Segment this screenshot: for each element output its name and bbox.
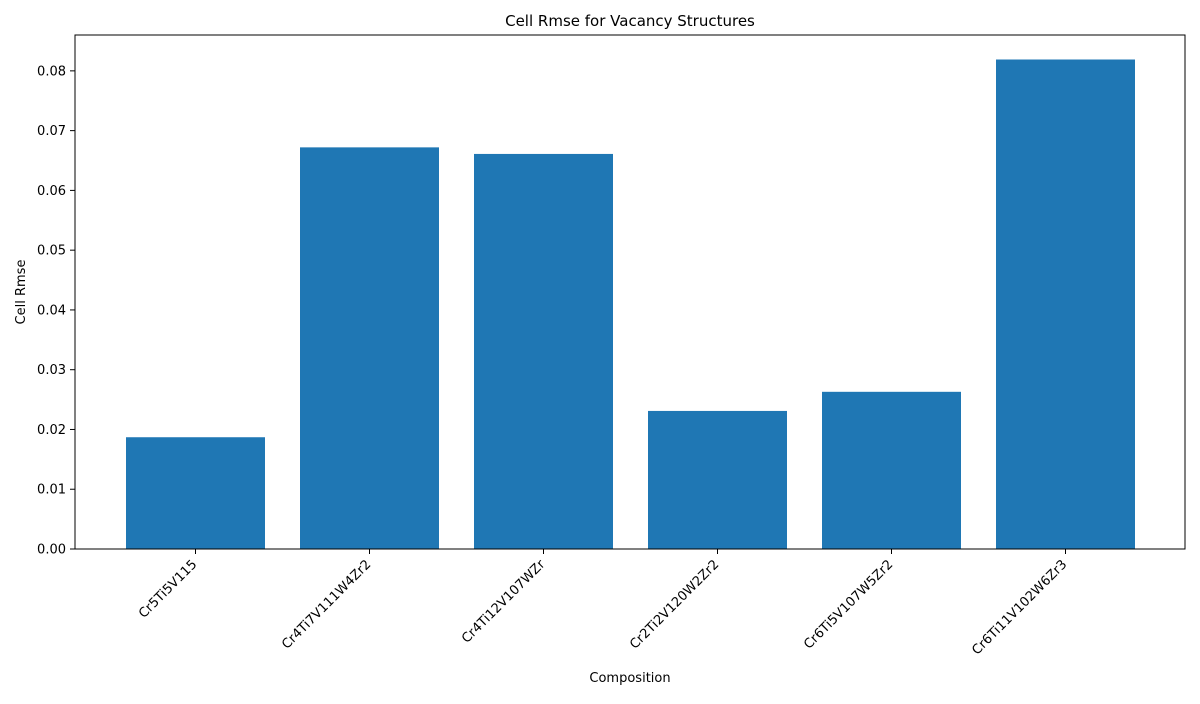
bar-4 (822, 391, 961, 549)
x-tick-label: Cr4Ti12V107WZr (459, 557, 549, 647)
plot-frame (74, 34, 1186, 550)
chart-title: Cell Rmse for Vacancy Structures (505, 12, 755, 30)
x-tick-label: Cr4Ti7V111W4Zr2 (279, 557, 374, 652)
bars-group (126, 59, 1135, 550)
x-axis: Cr5Ti5V115 Cr4Ti7V111W4Zr2 Cr4Ti12V107WZr C… (136, 549, 1070, 658)
y-tick-label: 0.05 (37, 244, 66, 259)
y-axis: 0.00 0.01 0.02 0.03 0.04 0.05 0.06 0.07 0.08 (37, 64, 75, 558)
y-tick-label: 0.06 (37, 184, 66, 199)
x-axis-label: Composition (589, 671, 670, 686)
x-tick-label: Cr2Ti2V120W2Zr2 (627, 557, 722, 652)
bar-1 (300, 147, 439, 549)
bar-2 (474, 153, 613, 550)
bar-0 (126, 437, 265, 549)
y-tick-label: 0.04 (37, 303, 66, 318)
y-tick-label: 0.00 (37, 543, 66, 558)
y-tick-label: 0.07 (37, 124, 66, 139)
x-tick-label: Cr5Ti5V115 (136, 557, 200, 621)
x-tick-label: Cr6Ti5V107W5Zr2 (801, 557, 896, 652)
bar-3 (648, 410, 787, 549)
y-axis-label: Cell Rmse (14, 260, 29, 325)
y-tick-label: 0.03 (37, 363, 66, 378)
bar-5 (996, 59, 1135, 550)
y-tick-label: 0.08 (37, 64, 66, 79)
y-tick-label: 0.01 (37, 483, 66, 498)
y-tick-label: 0.02 (37, 423, 66, 438)
x-tick-label: Cr6Ti11V102W6Zr3 (969, 557, 1070, 658)
